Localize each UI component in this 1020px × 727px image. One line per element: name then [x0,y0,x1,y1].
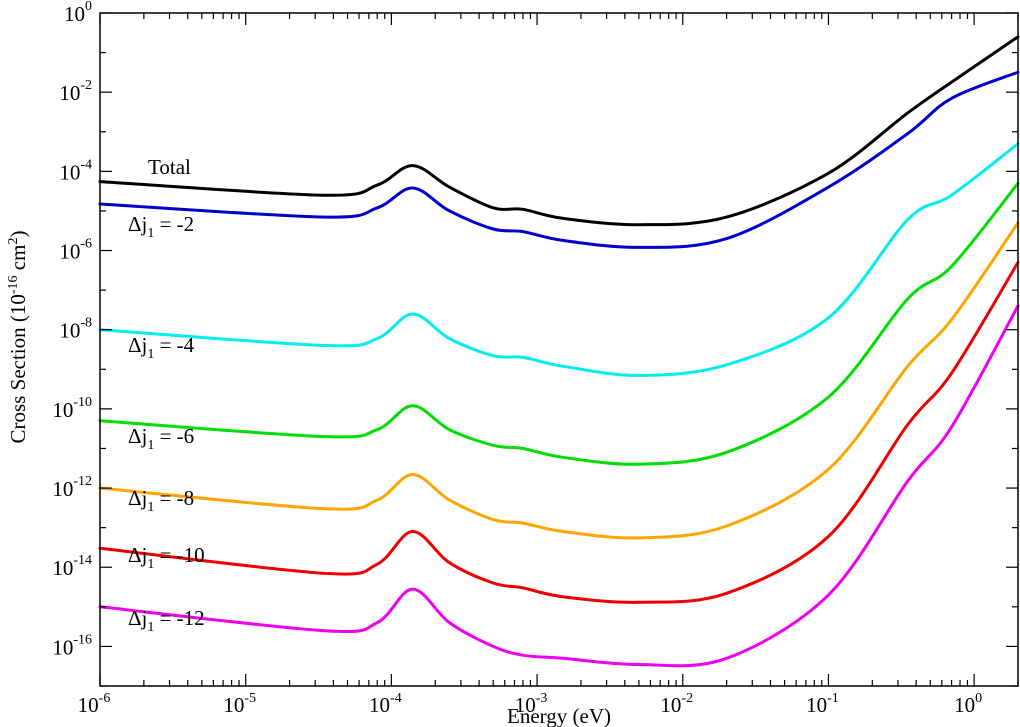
y-tick-base: 10 [59,160,80,184]
curve-label-delta-j1-8: Δj1 = -8 [128,486,194,515]
x-tick-label: 10-2 [660,691,693,717]
x-tick-label: 100 [954,691,982,717]
y-tick-exponent: -14 [73,553,92,568]
series-line-delta-j1-6 [98,181,1020,466]
y-tick-label: 10-10 [52,395,92,422]
x-tick-base: 10 [78,693,99,717]
curve-label-text: Δj [128,333,147,357]
curve-label-delta-j1-10: Δj1 = -10 [128,543,205,572]
curve-label-text: Δj [128,543,147,567]
x-tick-base: 10 [515,693,536,717]
series-line-delta-j1-2 [98,70,1020,249]
y-axis-title-middle: cm [6,245,30,276]
y-tick-exponent: -4 [80,157,92,172]
x-tick-label: 10-6 [78,691,111,717]
y-tick-base: 10 [59,240,80,264]
curve-label-text: Δj [128,424,147,448]
curve-group [98,35,1020,668]
series-line-delta-j1-12 [98,304,1020,668]
curve-label-subscript: 1 [147,226,154,241]
y-axis-title-exponent2: 2 [6,238,21,245]
series-line-total [98,35,1020,227]
y-tick-label: 10-14 [52,553,92,580]
x-tick-base: 10 [660,693,681,717]
x-tick-base: 10 [806,693,827,717]
x-tick-exponent: -1 [827,691,839,706]
y-tick-label: 10-2 [59,78,92,105]
curve-label-text: Δj [128,606,147,630]
series-line-delta-j1-4 [98,142,1020,377]
curve-label-subscript: 1 [147,557,154,572]
series-line-delta-j1-8 [98,221,1020,540]
curve-label-delta-j1-12: Δj1 = -12 [128,606,205,635]
curve-label-text: Δj [128,486,147,510]
x-tick-base: 10 [223,693,244,717]
x-tick-exponent: -5 [244,691,256,706]
x-tick-label: 10-4 [369,691,402,717]
y-tick-base: 10 [52,556,73,580]
curve-label-text: Total [148,155,191,179]
y-tick-base: 10 [52,477,73,501]
y-tick-exponent: -16 [73,632,92,647]
y-axis-title-prefix: Cross Section (10 [6,294,30,443]
y-tick-label: 100 [64,0,92,26]
series-line-delta-j1-10 [98,260,1020,604]
x-tick-exponent: -2 [681,691,693,706]
curve-label-rest: = -6 [154,424,194,448]
curve-label-rest: = -10 [154,543,204,567]
curve-label-rest: = -12 [154,606,204,630]
curve-label-rest: = -4 [154,333,194,357]
y-tick-base: 10 [59,319,80,343]
y-tick-base: 10 [64,2,85,26]
y-tick-exponent: 0 [85,0,92,14]
y-tick-exponent: -12 [73,474,92,489]
x-tick-label: 10-3 [515,691,548,717]
y-tick-label: 10-6 [59,237,92,264]
x-axis-title: Energy (eV) [507,704,611,727]
y-tick-exponent: -6 [80,237,92,252]
y-tick-base: 10 [52,635,73,659]
curve-label-subscript: 1 [147,438,154,453]
x-tick-label: 10-1 [806,691,839,717]
y-tick-exponent: -8 [80,316,92,331]
plot-frame [99,12,1019,687]
y-tick-exponent: -2 [80,78,92,93]
x-tick-exponent: -6 [99,691,111,706]
x-tick-label: 10-5 [223,691,256,717]
x-tick-exponent: -3 [536,691,548,706]
x-tick-base: 10 [954,693,975,717]
x-tick-exponent: -4 [390,691,402,706]
curve-label-text: Δj [128,212,147,236]
curve-label-rest: = -2 [154,212,194,236]
x-tick-base: 10 [369,693,390,717]
curve-label-total: Total [148,155,191,179]
y-axis-title-suffix: ) [6,231,30,238]
curve-label-delta-j1-2: Δj1 = -2 [128,212,194,241]
y-tick-label: 10-12 [52,474,92,501]
y-tick-label: 10-4 [59,157,92,184]
y-tick-base: 10 [52,398,73,422]
curve-label-rest: = -8 [154,486,194,510]
y-axis-title-exponent: -16 [6,275,21,294]
y-tick-label: 10-16 [52,632,92,659]
y-tick-base: 10 [59,81,80,105]
curve-label-delta-j1-4: Δj1 = -4 [128,333,195,362]
x-tick-exponent: 0 [975,691,982,706]
tick-group [99,12,1019,687]
tick-label-group: 10-6 10-5 10-4 10-3 10-2 10-1 10010-1610-1410-… [52,0,982,717]
curve-label-delta-j1-6: Δj1 = -6 [128,424,194,453]
curve-label-subscript: 1 [147,500,154,515]
curve-label-subscript: 1 [147,620,154,635]
curve-label-subscript: 1 [147,347,154,362]
y-tick-exponent: -10 [73,395,92,410]
y-axis-title: Cross Section (10-16 cm2) [6,231,30,444]
y-tick-label: 10-8 [59,316,92,343]
